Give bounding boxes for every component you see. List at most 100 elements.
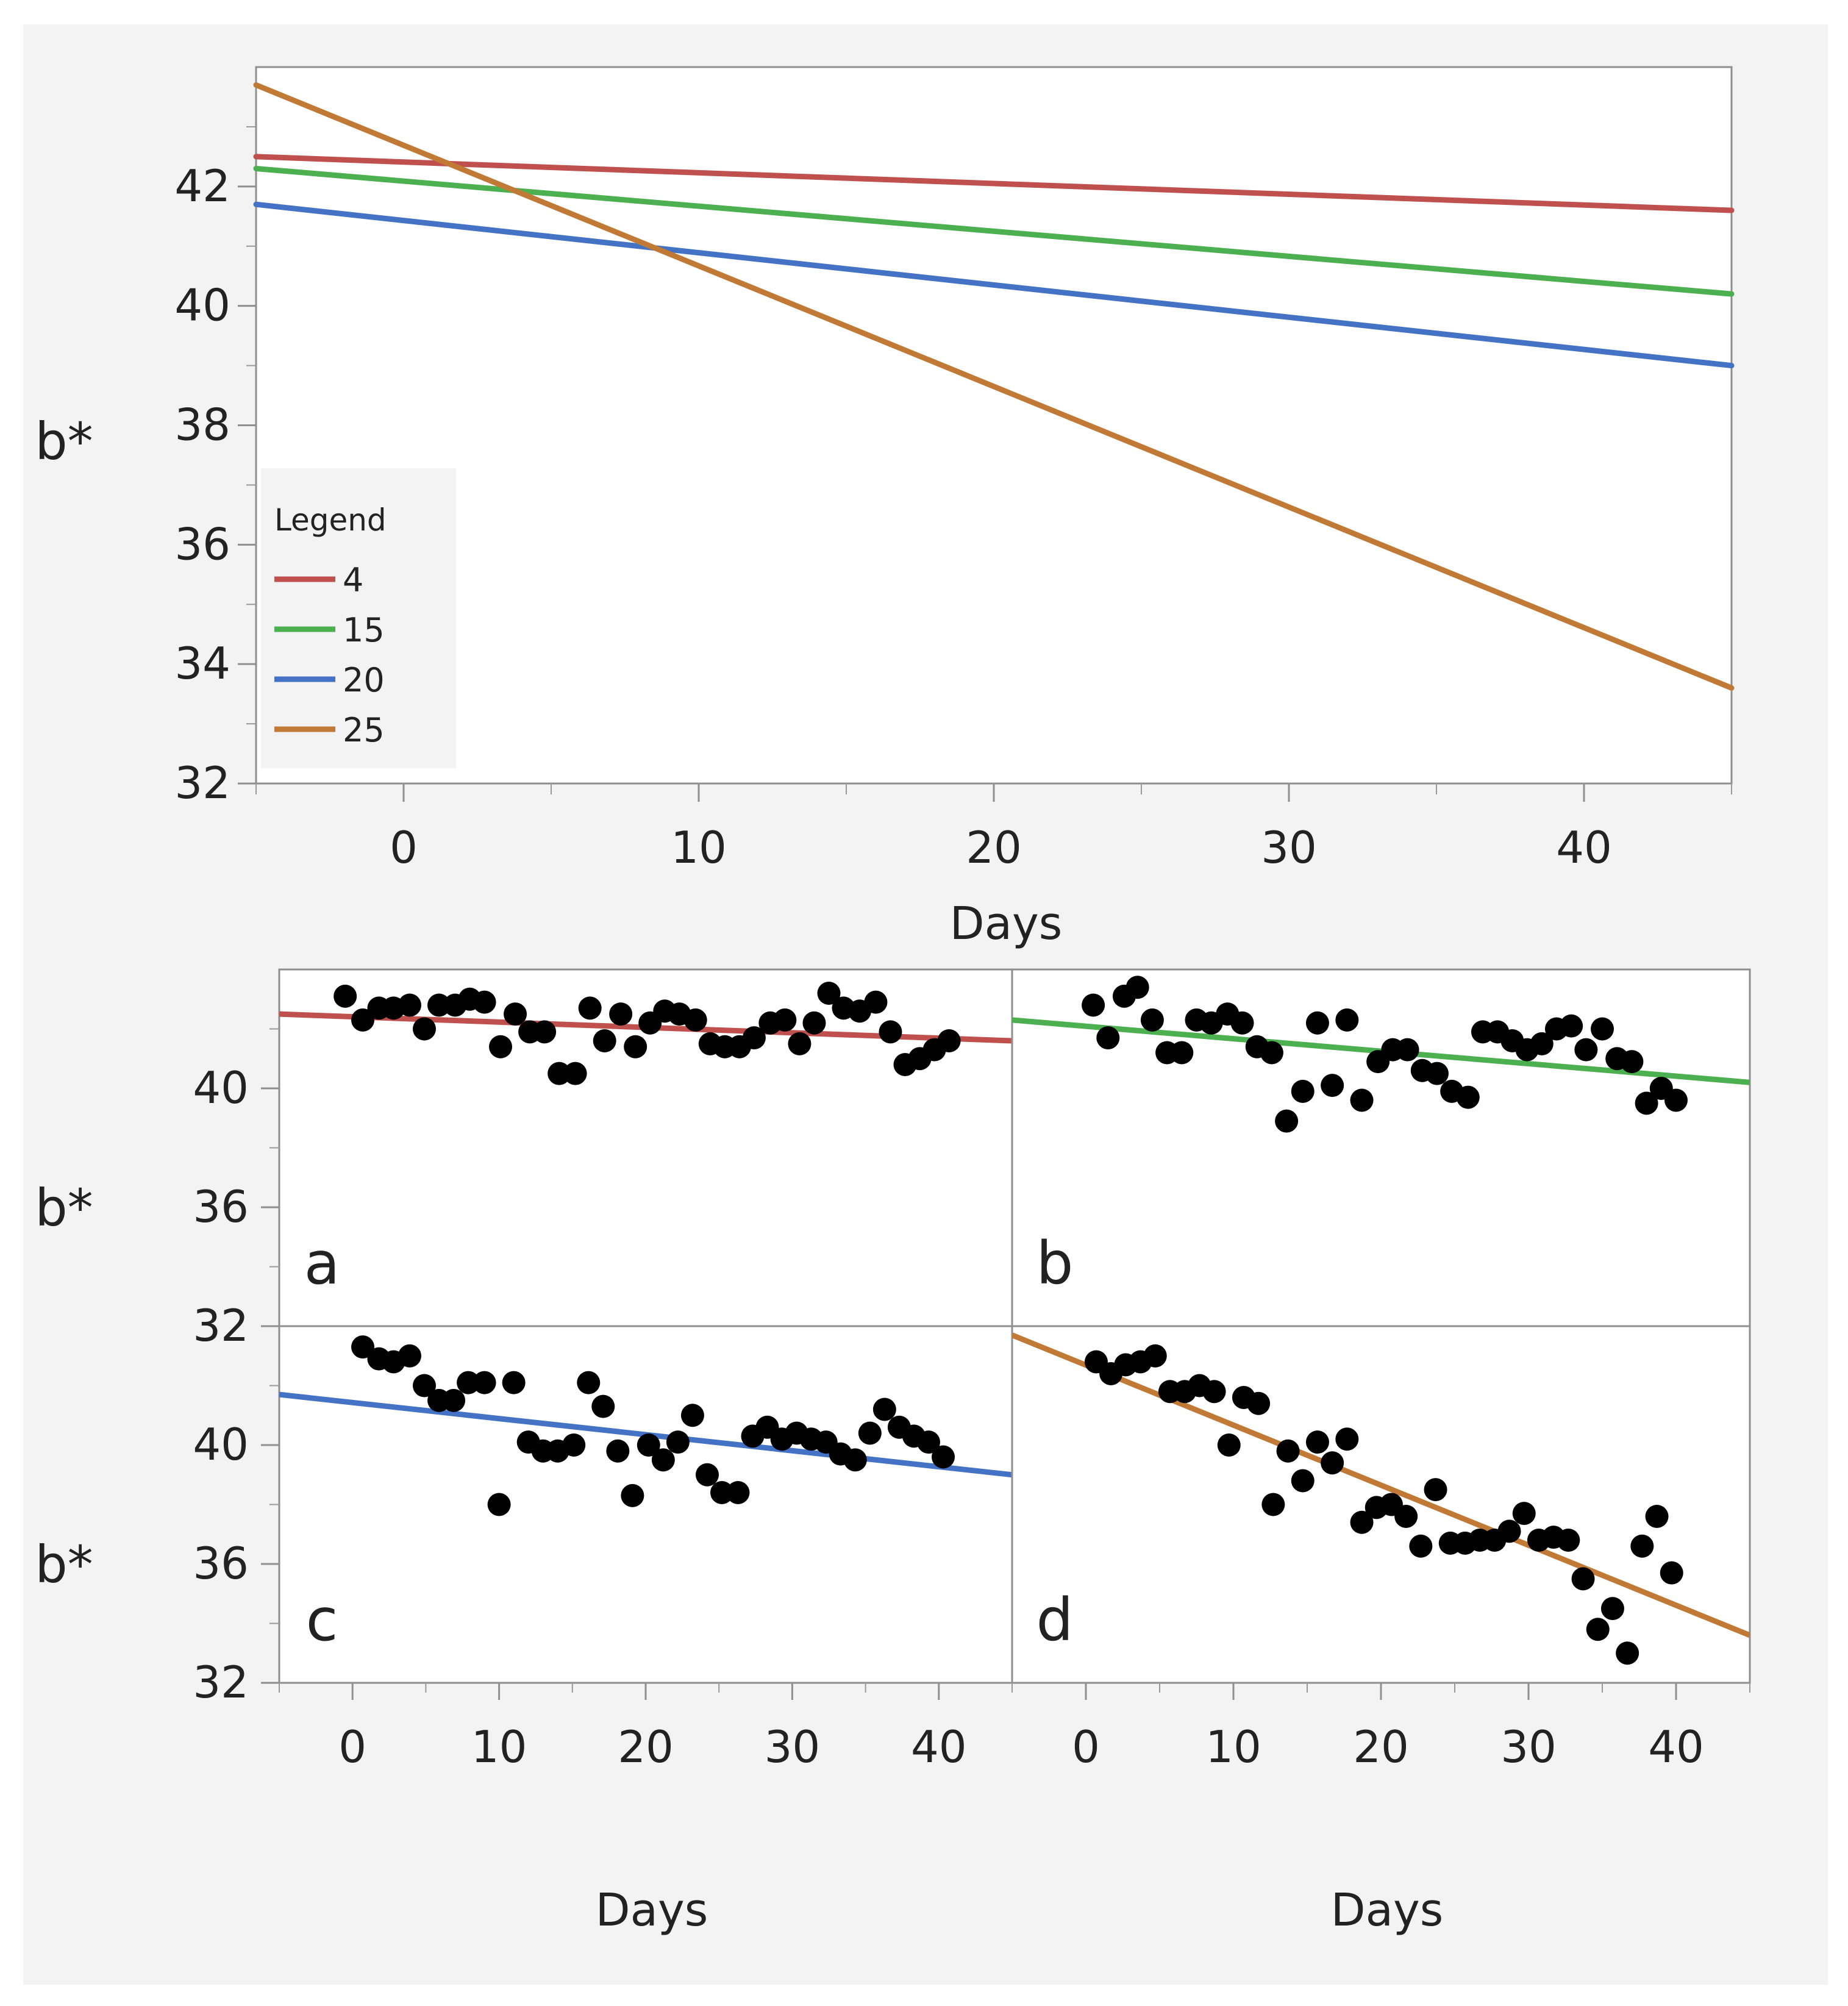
data-point-d	[1202, 1380, 1226, 1404]
data-point-b	[1530, 1032, 1554, 1055]
data-point-d	[1630, 1534, 1654, 1558]
panel-a: a 32 36 40 b*	[35, 968, 1013, 1351]
data-point-b	[1456, 1085, 1480, 1109]
panel-d: d 0 10 20 30 40 Days	[1011, 1325, 1751, 1936]
panel-c-plot-area	[278, 1325, 1013, 1684]
data-point-c	[932, 1445, 955, 1469]
panel-b-plot-area	[1011, 968, 1751, 1327]
data-point-d	[1557, 1529, 1580, 1552]
panel-b: b	[1011, 968, 1751, 1327]
data-point-b	[1664, 1088, 1688, 1112]
data-point-b	[1396, 1038, 1419, 1062]
data-point-d	[1261, 1493, 1285, 1516]
data-point-c	[651, 1448, 675, 1472]
data-point-d	[1497, 1519, 1521, 1543]
top-chart: 32 34 36 38 40 42 0 10 20 30 40 Days b* Legend 4 15 20 25	[35, 66, 1735, 950]
data-point-d	[1143, 1344, 1167, 1368]
data-point-a	[533, 1020, 557, 1044]
data-point-c	[398, 1344, 421, 1368]
legend-label-20: 20	[343, 661, 385, 699]
top-x-tick-label: 40	[1556, 822, 1612, 873]
data-point-a	[427, 993, 451, 1017]
data-point-a	[937, 1029, 961, 1052]
top-y-tick-label: 42	[174, 160, 230, 212]
panel-c-x-tick-label: 20	[618, 1721, 674, 1772]
data-point-b	[1082, 993, 1105, 1017]
top-y-tick-label: 38	[174, 399, 230, 451]
data-point-b	[1126, 976, 1149, 999]
data-point-d	[1335, 1427, 1359, 1451]
data-point-a	[817, 982, 841, 1005]
data-point-b	[1230, 1011, 1254, 1035]
panel-d-x-tick-label: 0	[1072, 1721, 1100, 1772]
data-point-d	[1305, 1430, 1329, 1454]
series-line-20	[253, 201, 1735, 369]
data-point-a	[773, 1008, 797, 1032]
top-y-axis-title: b*	[35, 412, 93, 471]
data-point-d	[1660, 1561, 1683, 1585]
panel-c-x-tick-label: 0	[338, 1721, 366, 1772]
data-point-a	[578, 996, 602, 1020]
panel-label-b: b	[1036, 1229, 1074, 1297]
data-point-c	[726, 1481, 750, 1504]
panel-d-x-tick-label: 20	[1353, 1721, 1409, 1772]
data-point-c	[502, 1371, 526, 1394]
data-point-d	[1321, 1451, 1344, 1475]
data-point-a	[351, 1008, 375, 1032]
data-point-c	[442, 1388, 466, 1412]
data-point-b	[1574, 1038, 1598, 1062]
data-point-d	[1424, 1478, 1447, 1502]
data-point-a	[593, 1029, 616, 1052]
legend-label-25: 25	[343, 711, 385, 749]
data-point-b	[1620, 1050, 1644, 1074]
top-x-tick-label: 20	[966, 822, 1022, 873]
data-point-d	[1291, 1469, 1315, 1493]
legend: Legend 4 15 20 25	[261, 468, 456, 768]
data-point-a	[683, 1008, 707, 1032]
data-point-c	[680, 1404, 704, 1427]
series-line-4	[253, 154, 1735, 213]
data-point-a	[489, 1035, 513, 1058]
data-point-a	[563, 1062, 587, 1085]
data-point-c	[562, 1433, 586, 1457]
data-point-a	[412, 1017, 436, 1041]
panel-d-x-axis-title: Days	[1331, 1884, 1444, 1936]
legend-background	[261, 468, 456, 768]
data-point-b	[1425, 1062, 1449, 1085]
data-point-c	[577, 1371, 601, 1394]
data-point-a	[788, 1032, 812, 1055]
panel-d-x-tick-label: 30	[1500, 1721, 1557, 1772]
data-point-a	[334, 984, 357, 1008]
panel-c-y-tick-label: 36	[193, 1538, 249, 1589]
data-point-c	[666, 1430, 690, 1454]
data-point-c	[916, 1430, 940, 1454]
panel-d-x-tick-label: 40	[1648, 1721, 1704, 1772]
data-point-c	[591, 1394, 615, 1418]
panel-c-x-tick-label: 40	[911, 1721, 967, 1772]
data-point-c	[457, 1371, 480, 1394]
series-line-15	[253, 165, 1735, 297]
data-point-a	[609, 1002, 633, 1026]
panel-c-x-axis-title: Days	[596, 1884, 708, 1936]
data-point-c	[351, 1335, 375, 1359]
panel-a-y-tick-label: 40	[193, 1062, 249, 1113]
data-point-c	[606, 1439, 630, 1463]
data-point-c	[695, 1463, 719, 1487]
data-point-c	[412, 1374, 436, 1397]
panel-a-marks	[279, 982, 1012, 1085]
data-point-a	[742, 1026, 766, 1050]
panel-c-x-tick-label: 30	[765, 1721, 821, 1772]
panel-c-top-tick-label: 32	[193, 1300, 249, 1351]
data-point-d	[1571, 1567, 1595, 1591]
data-point-b	[1560, 1014, 1583, 1038]
panel-c-y-tick-label: 32	[193, 1657, 249, 1708]
panel-b-marks	[1012, 976, 1750, 1133]
data-point-b	[1350, 1088, 1374, 1112]
data-point-d	[1350, 1510, 1374, 1534]
fit-line-d	[1012, 1332, 1750, 1638]
data-point-c	[843, 1448, 867, 1472]
data-point-b	[1291, 1079, 1315, 1103]
top-x-axis-title: Days	[950, 898, 1063, 950]
data-point-a	[504, 1002, 527, 1026]
